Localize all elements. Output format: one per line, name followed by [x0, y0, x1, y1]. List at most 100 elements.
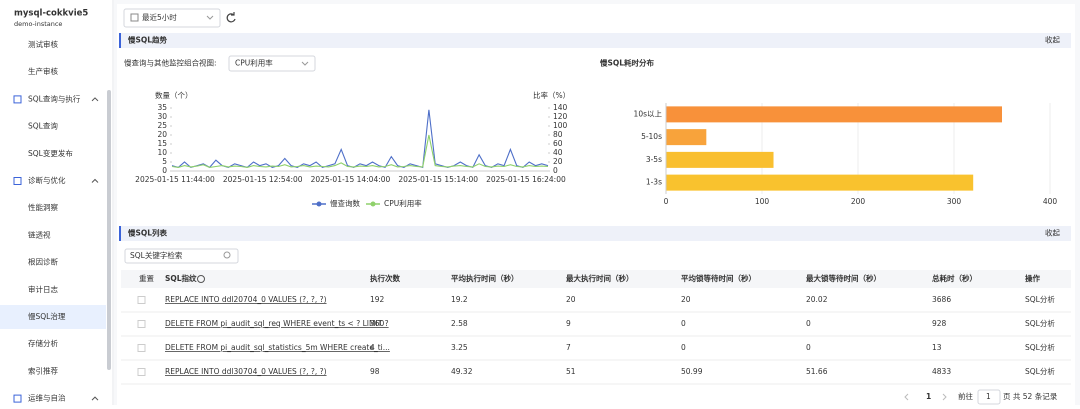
y-tick-label: 30: [157, 112, 167, 121]
menu-item[interactable]: 审计日志: [28, 284, 58, 294]
view-select[interactable]: [228, 55, 316, 72]
y2-tick-label: 140: [553, 103, 568, 112]
menu-item[interactable]: 测试审核: [28, 39, 58, 49]
action-link[interactable]: SQL分析: [1025, 318, 1055, 328]
y2-tick-label: 100: [553, 121, 568, 130]
table-cell: 4: [370, 343, 375, 352]
table-cell: 49.32: [451, 367, 473, 376]
calendar-icon: [130, 13, 139, 22]
group-icon: [13, 95, 22, 104]
checkbox[interactable]: [137, 296, 146, 304]
menu-item[interactable]: 根因诊断: [28, 257, 58, 267]
group-icon: [13, 177, 22, 185]
search-input[interactable]: [124, 248, 239, 264]
collapse-link[interactable]: 收起: [1045, 228, 1061, 238]
checkbox[interactable]: [137, 320, 146, 328]
line-series: [171, 109, 549, 169]
current-page[interactable]: 1: [926, 392, 931, 401]
menu-item[interactable]: 慢SQL治理: [28, 311, 66, 321]
y-tick-label: 15: [157, 139, 167, 148]
collapse-link[interactable]: 收起: [1045, 35, 1061, 45]
section-title: 慢SQL列表: [128, 228, 168, 238]
table-cell: 2.58: [451, 319, 468, 328]
group-icon: [13, 394, 22, 403]
time-range[interactable]: 最近5小时: [142, 12, 177, 22]
legend-label[interactable]: 慢查询数: [330, 198, 360, 208]
table-cell: 7: [566, 343, 571, 352]
action-link[interactable]: SQL分析: [1025, 366, 1055, 376]
table-cell: 13: [932, 343, 942, 352]
checkbox[interactable]: [137, 368, 146, 376]
instance-sub: demo-instance: [14, 20, 62, 28]
group-arrow: [91, 178, 99, 183]
x-tick-label: 0: [664, 197, 669, 206]
sql-link[interactable]: DELETE FROM pi_audit_sql_req WHERE event…: [165, 319, 389, 328]
y2-tick-label: 80: [553, 130, 563, 139]
page-input[interactable]: [977, 389, 1001, 405]
y2-tick-label: 60: [553, 139, 563, 148]
prev-page[interactable]: [904, 393, 909, 401]
sql-link[interactable]: REPLACE INTO ddl30704_0 VALUES (?, ?, ?): [165, 367, 327, 376]
table-cell: 50.99: [681, 367, 703, 376]
checkbox[interactable]: [137, 344, 146, 352]
total-records: 页 共 52 条记录: [1003, 391, 1058, 401]
menu-item[interactable]: 生产审核: [28, 66, 58, 76]
bar: [666, 151, 774, 168]
next-page[interactable]: [942, 393, 947, 401]
search-icon: [223, 251, 231, 259]
menu-item[interactable]: 链透视: [28, 229, 51, 239]
section-title: 慢SQL趋势: [128, 35, 168, 45]
column-header[interactable]: 总耗时（秒）: [932, 273, 977, 283]
menu-item[interactable]: 索引推荐: [28, 365, 58, 375]
section-header: [119, 226, 1071, 241]
action-link[interactable]: SQL分析: [1025, 342, 1055, 352]
column-header[interactable]: 执行次数: [370, 273, 400, 283]
legend-label[interactable]: CPU利用率: [384, 198, 422, 208]
y-tick-label: 5: [162, 157, 167, 166]
goto-value[interactable]: 1: [986, 392, 991, 401]
column-header[interactable]: 最大锁等待时间（秒）: [806, 273, 881, 283]
table-cell: 98: [370, 367, 380, 376]
chart-title: 慢SQL耗时分布: [600, 58, 655, 68]
view-select-text[interactable]: CPU利用率: [235, 58, 273, 68]
table-cell: 51: [566, 367, 576, 376]
table-cell: 0: [681, 319, 686, 328]
sql-link[interactable]: DELETE FROM pi_audit_sql_statistics_5m W…: [165, 343, 390, 352]
menu-item[interactable]: 诊断与优化: [28, 175, 66, 185]
y2-tick-label: 40: [553, 148, 563, 157]
scrollbar[interactable]: [107, 90, 111, 370]
table-cell: 3.25: [451, 343, 468, 352]
sql-link[interactable]: REPLACE INTO ddl20704_0 VALUES (?, ?, ?): [165, 295, 327, 304]
section-header: [119, 33, 1071, 48]
column-header[interactable]: 最大执行时间（秒）: [566, 273, 634, 283]
menu-item[interactable]: 性能洞察: [28, 202, 58, 212]
time-picker[interactable]: [123, 8, 221, 28]
action-link[interactable]: SQL分析: [1025, 294, 1055, 304]
legend-dot: [316, 201, 322, 207]
x-tick-label: 2025-01-15 16:24:00: [486, 175, 566, 184]
table-cell: 3686: [932, 295, 951, 304]
table-cell: 9: [566, 319, 571, 328]
table-cell: 0: [806, 319, 811, 328]
x-tick-label: 2025-01-15 15:14:00: [398, 175, 478, 184]
legend-dot: [370, 201, 376, 207]
reset-button[interactable]: 重置: [139, 274, 154, 283]
column-header[interactable]: 平均锁等待时间（秒）: [681, 273, 756, 283]
column-header[interactable]: 平均执行时间（秒）: [451, 273, 519, 283]
refresh-icon[interactable]: [226, 12, 236, 23]
y-axis-label: 数量（个）: [155, 90, 193, 100]
x-tick-label: 400: [1043, 197, 1058, 206]
menu-item[interactable]: SQL变更发布: [28, 148, 73, 158]
menu-item[interactable]: 运维与自治: [28, 393, 66, 403]
menu-item[interactable]: SQL查询与执行: [28, 93, 81, 103]
y-tick-label: 35: [157, 103, 167, 112]
y-tick-label: 25: [157, 121, 167, 130]
menu-item[interactable]: 存储分析: [28, 338, 58, 348]
sidebar: [0, 0, 113, 405]
table-cell: 0: [806, 343, 811, 352]
group-arrow: [91, 97, 99, 102]
bar: [666, 174, 974, 191]
menu-item[interactable]: SQL查询: [28, 121, 58, 131]
table-cell: 928: [932, 319, 947, 328]
table-cell: 20.02: [806, 295, 828, 304]
